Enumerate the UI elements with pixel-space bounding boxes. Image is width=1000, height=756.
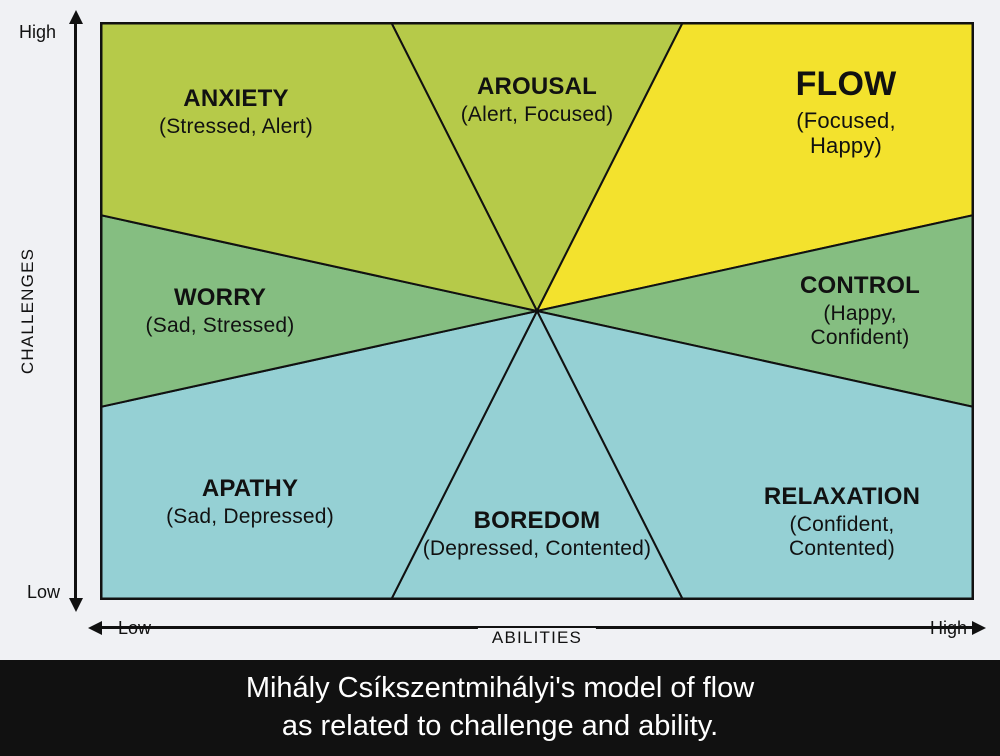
y-axis-title: CHALLENGES	[18, 248, 38, 374]
y-axis-line	[74, 22, 77, 600]
flow-model-chart: AROUSAL (Alert, Focused) FLOW (Focused, …	[100, 22, 974, 600]
caption-text: Mihály Csíkszentmihályi's model of flow …	[246, 670, 754, 745]
wedge-svg	[100, 22, 974, 600]
y-axis-high-label: High	[19, 22, 56, 43]
caption-bar: Mihály Csíkszentmihályi's model of flow …	[0, 660, 1000, 756]
x-axis-high-label: High	[930, 618, 967, 639]
x-axis-low-label: Low	[118, 618, 151, 639]
x-axis-title: ABILITIES	[478, 628, 596, 648]
y-axis-low-label: Low	[27, 582, 60, 603]
